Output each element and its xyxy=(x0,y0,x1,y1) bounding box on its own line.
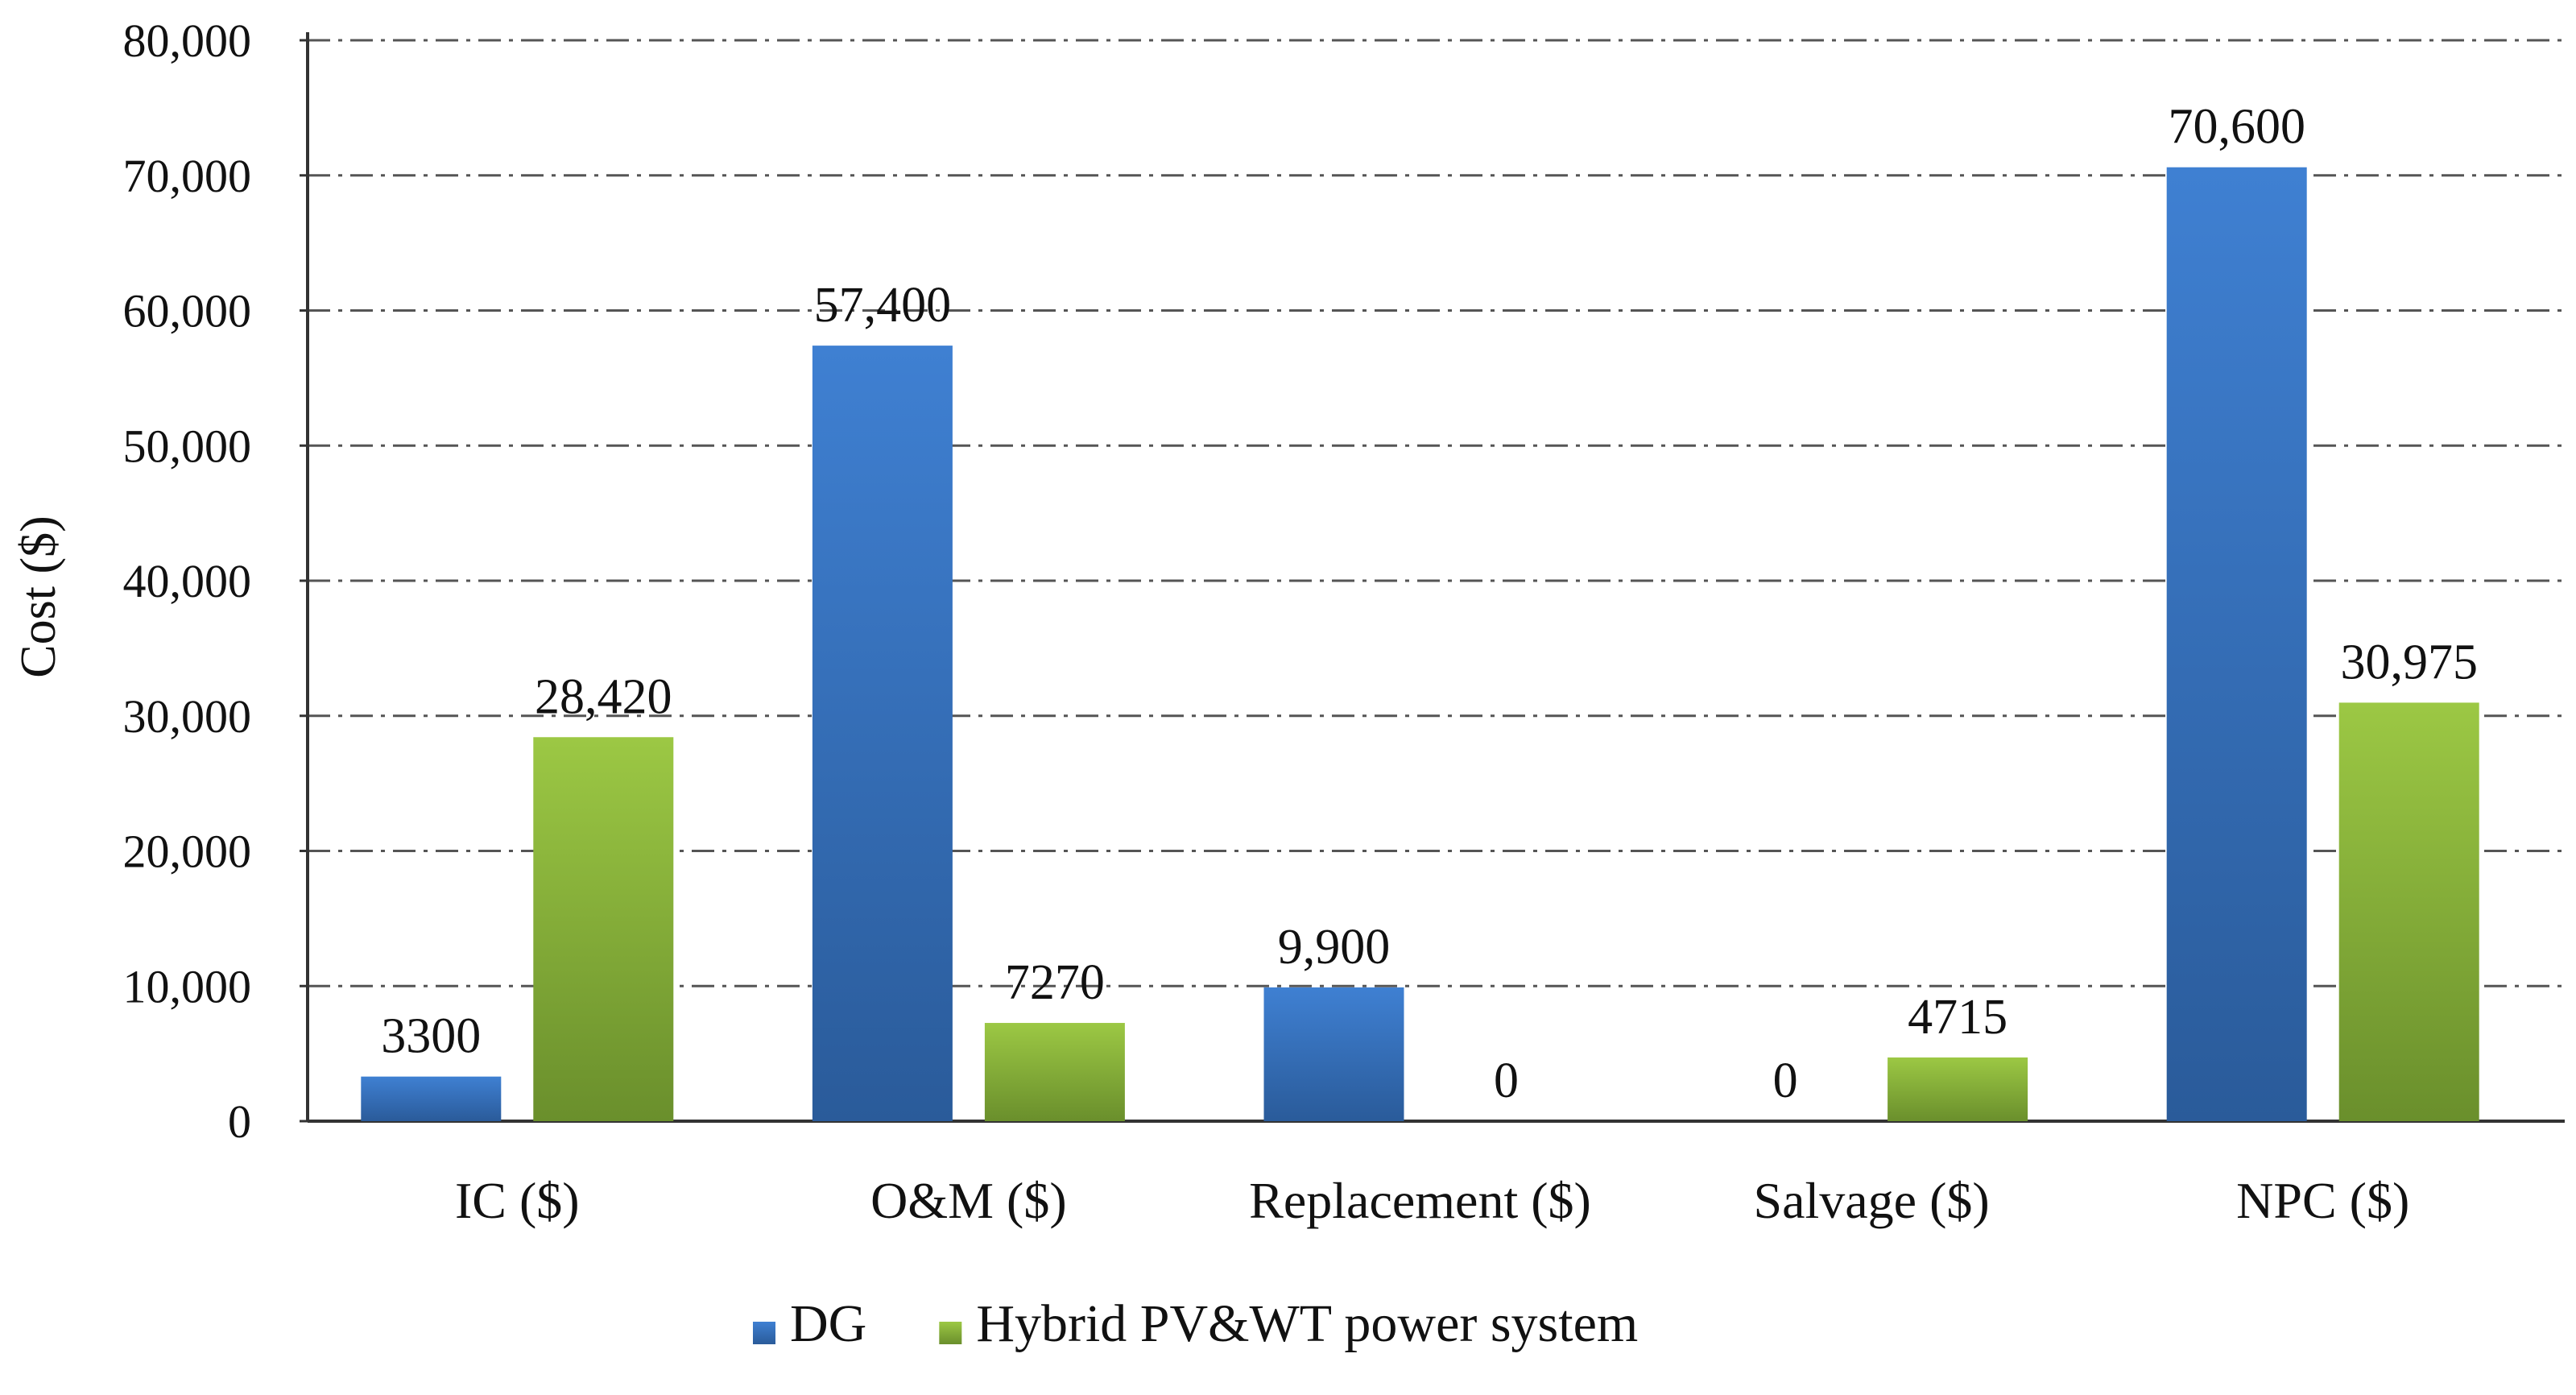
y-tick-label: 40,000 xyxy=(123,555,252,607)
x-tick-label-o-m: O&M ($) xyxy=(870,1172,1067,1229)
legend-swatch-hybrid-pv-wt-power-system xyxy=(939,1322,962,1344)
data-label-hybrid-pv-wt-power-system-ic: 28,420 xyxy=(535,669,672,724)
data-label-dg-ic: 3300 xyxy=(381,1009,481,1064)
y-tick-label: 80,000 xyxy=(123,14,252,67)
x-tick-label-ic: IC ($) xyxy=(455,1172,580,1229)
x-tick-label-npc: NPC ($) xyxy=(2236,1172,2409,1229)
data-label-dg-o-m: 57,400 xyxy=(814,278,952,333)
legend-swatch-dg xyxy=(753,1322,775,1344)
x-tick-label-salvage: Salvage ($) xyxy=(1753,1172,1989,1229)
y-tick-label: 0 xyxy=(228,1095,251,1148)
bar-hybrid-pv-wt-power-system-salvage xyxy=(1888,1057,2028,1121)
axes: 0 10,000 20,000 30,000 40,000 50,000 60,000 70,… xyxy=(11,14,2565,1229)
bar-dg-replacement xyxy=(1263,987,1404,1121)
data-label-hybrid-pv-wt-power-system-replacement: 0 xyxy=(1494,1053,1519,1108)
bar-hybrid-pv-wt-power-system-o-m xyxy=(984,1023,1125,1121)
data-label-dg-npc: 70,600 xyxy=(2168,100,2305,155)
y-tick-label: 50,000 xyxy=(123,420,252,472)
bar-dg-npc xyxy=(2166,167,2307,1121)
y-tick-label: 70,000 xyxy=(123,150,252,202)
bar-hybrid-pv-wt-power-system-npc xyxy=(2338,702,2479,1121)
legend-label-dg: DG xyxy=(790,1294,866,1353)
y-tick-label: 20,000 xyxy=(123,826,252,878)
x-tick-label-replacement: Replacement ($) xyxy=(1249,1172,1591,1229)
data-label-hybrid-pv-wt-power-system-salvage: 4715 xyxy=(1908,990,2007,1045)
bars xyxy=(361,167,2479,1121)
data-label-dg-replacement: 9,900 xyxy=(1278,920,1391,975)
data-label-hybrid-pv-wt-power-system-o-m: 7270 xyxy=(1005,955,1105,1010)
data-label-hybrid-pv-wt-power-system-npc: 30,975 xyxy=(2340,635,2478,689)
y-tick-label: 30,000 xyxy=(123,690,252,743)
y-tick-label: 60,000 xyxy=(123,285,252,337)
legend-label-hybrid-pv-wt-power-system: Hybrid PV&WT power system xyxy=(976,1294,1638,1353)
y-axis-title: Cost ($) xyxy=(11,515,66,678)
bar-dg-o-m xyxy=(812,346,953,1121)
bar-dg-ic xyxy=(361,1076,502,1121)
data-labels: 3300 28,420 57,400 7270 9,900 0 0 4715 70,600 30,… xyxy=(381,100,2478,1108)
y-tick-label: 10,000 xyxy=(123,960,252,1012)
data-label-dg-salvage: 0 xyxy=(1773,1053,1798,1108)
bar-hybrid-pv-wt-power-system-ic xyxy=(533,737,674,1121)
legend: DG Hybrid PV&WT power system xyxy=(753,1294,1638,1353)
